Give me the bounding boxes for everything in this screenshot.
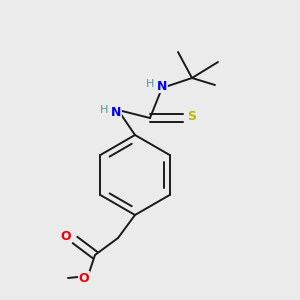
Text: S: S xyxy=(188,110,196,122)
Text: O: O xyxy=(79,272,89,284)
Text: N: N xyxy=(111,106,121,118)
Text: H: H xyxy=(146,79,154,89)
Text: O: O xyxy=(61,230,71,242)
Text: N: N xyxy=(157,80,167,92)
Text: H: H xyxy=(100,105,108,115)
